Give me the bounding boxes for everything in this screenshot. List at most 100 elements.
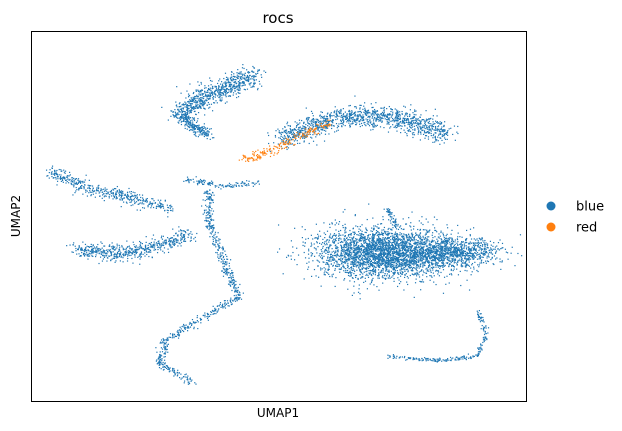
scatter-point [394, 125, 396, 127]
scatter-point [440, 248, 442, 250]
scatter-point [120, 206, 122, 208]
scatter-point [188, 115, 190, 117]
scatter-point [360, 110, 362, 113]
scatter-point [307, 268, 309, 270]
scatter-point [222, 266, 224, 268]
scatter-point [367, 111, 369, 114]
scatter-point [399, 269, 401, 271]
scatter-point [319, 127, 321, 129]
scatter-point [387, 122, 389, 124]
scatter-point [415, 124, 418, 127]
scatter-point [235, 79, 237, 81]
scatter-point [434, 138, 437, 140]
scatter-point [152, 206, 155, 209]
scatter-point [350, 232, 352, 235]
scatter-point [87, 187, 89, 189]
scatter-point [388, 114, 390, 116]
scatter-point [403, 117, 405, 120]
scatter-point [360, 104, 362, 107]
scatter-point [119, 253, 122, 256]
scatter-point [430, 275, 432, 277]
scatter-point [372, 128, 374, 131]
scatter-point [161, 351, 164, 353]
scatter-point [120, 192, 123, 194]
scatter-point [198, 84, 200, 86]
scatter-point [218, 305, 221, 307]
scatter-point [374, 272, 377, 274]
scatter-point [181, 113, 183, 115]
scatter-point [359, 108, 361, 110]
scatter-point [144, 252, 146, 254]
scatter-point [373, 228, 375, 230]
scatter-point [341, 125, 343, 127]
scatter-point [135, 195, 137, 197]
scatter-point [91, 250, 93, 252]
scatter-point [341, 122, 343, 124]
scatter-point [421, 129, 423, 132]
scatter-point [162, 366, 164, 368]
scatter-point [74, 245, 76, 247]
scatter-point [206, 97, 208, 99]
scatter-point [381, 229, 383, 231]
scatter-point [209, 203, 211, 205]
scatter-point [179, 111, 181, 113]
scatter-point [380, 114, 382, 116]
scatter-point [184, 113, 186, 115]
scatter-point [375, 112, 377, 114]
scatter-point [209, 87, 211, 89]
scatter-point [199, 317, 201, 320]
scatter-point [114, 253, 116, 256]
scatter-point [193, 127, 195, 129]
scatter-point [238, 83, 240, 85]
scatter-point [166, 209, 168, 211]
scatter-point [200, 107, 202, 109]
scatter-point [386, 258, 388, 260]
scatter-point [364, 109, 366, 111]
scatter-point [401, 252, 403, 254]
scatter-point [381, 247, 383, 249]
scatter-point [379, 246, 381, 248]
scatter-point [125, 252, 128, 254]
scatter-point [211, 231, 213, 233]
scatter-point [416, 272, 418, 274]
scatter-point [51, 175, 53, 178]
scatter-point [343, 121, 345, 123]
scatter-point [152, 202, 154, 204]
scatter-point [342, 108, 344, 110]
scatter-point [90, 195, 92, 197]
scatter-point [199, 89, 201, 92]
scatter-point [75, 183, 77, 185]
scatter-point [212, 92, 214, 94]
scatter-point [166, 242, 168, 244]
scatter-point [432, 141, 434, 143]
scatter-point [230, 82, 232, 84]
scatter-point [375, 232, 377, 235]
scatter-point [205, 100, 207, 102]
scatter-point [171, 206, 173, 208]
scatter-point [84, 251, 86, 253]
scatter-point [139, 245, 142, 247]
scatter-point [398, 118, 401, 120]
scatter-point [325, 262, 327, 264]
scatter-point [217, 256, 219, 258]
scatter-point [404, 234, 406, 236]
scatter-point [140, 256, 142, 258]
scatter-point [170, 115, 172, 117]
scatter-point [384, 240, 386, 242]
scatter-point [192, 106, 195, 108]
scatter-point [168, 371, 170, 373]
scatter-point [444, 130, 446, 132]
scatter-point [69, 178, 71, 181]
scatter-point [429, 128, 431, 130]
scatter-point [205, 133, 207, 136]
scatter-point [190, 103, 192, 105]
scatter-point [366, 238, 369, 240]
scatter-point [358, 254, 360, 256]
scatter-point [340, 119, 342, 121]
scatter-point [369, 263, 371, 265]
scatter-point [160, 203, 162, 205]
scatter-point [292, 246, 294, 248]
scatter-point [442, 262, 444, 264]
scatter-point [298, 127, 300, 129]
scatter-point [401, 244, 403, 246]
